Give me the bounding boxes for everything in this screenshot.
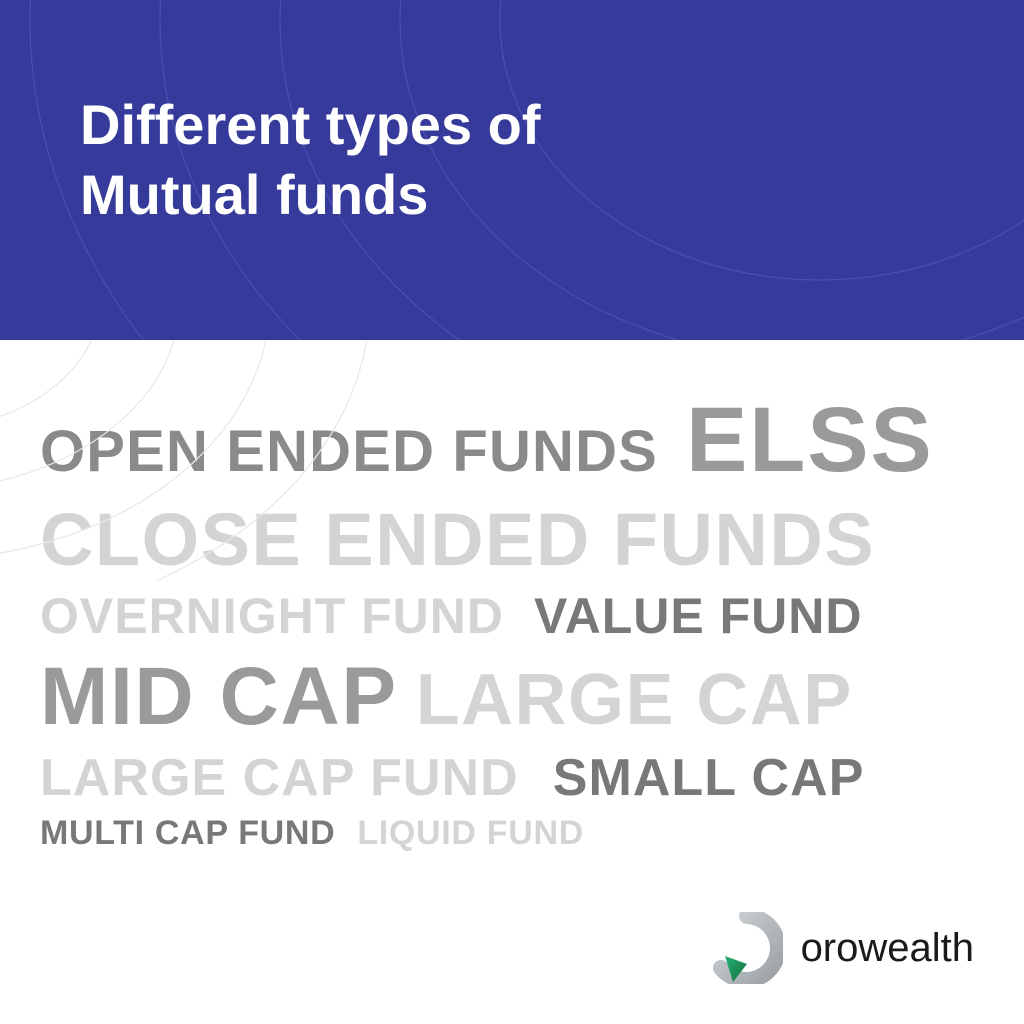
cloud-word: LARGE CAP FUND	[40, 750, 519, 807]
word-cloud: OPEN ENDED FUNDS ELSSCLOSE ENDED FUNDS OVE…	[0, 340, 1024, 900]
cloud-word: LIQUID FUND	[357, 815, 584, 852]
brand-logo: orowealth	[711, 912, 974, 984]
cloud-word: LARGE CAP	[416, 661, 853, 740]
cloud-row: MULTI CAP FUND LIQUID FUND	[40, 815, 984, 852]
cloud-word: CLOSE ENDED FUNDS	[40, 499, 875, 580]
logo-mark-icon	[711, 912, 783, 984]
cloud-row: LARGE CAP FUND SMALL CAP	[40, 750, 984, 807]
cloud-word: MID CAP	[40, 652, 398, 742]
cloud-row: OVERNIGHT FUND VALUE FUND	[40, 589, 984, 644]
cloud-word: SMALL CAP	[553, 750, 865, 807]
cloud-word: MULTI CAP FUND	[40, 815, 335, 852]
cloud-row: MID CAPLARGE CAP	[40, 652, 984, 742]
page-title: Different types of Mutual funds	[80, 90, 541, 230]
title-line-2: Mutual funds	[80, 163, 428, 226]
title-line-1: Different types of	[80, 93, 541, 156]
cloud-word: ELSS	[686, 390, 934, 491]
cloud-word: OVERNIGHT FUND	[40, 589, 504, 644]
brand-name: orowealth	[801, 926, 974, 971]
cloud-row: OPEN ENDED FUNDS ELSS	[40, 390, 984, 491]
cloud-row: CLOSE ENDED FUNDS	[40, 499, 984, 580]
header-banner: Different types of Mutual funds	[0, 0, 1024, 340]
cloud-word: VALUE FUND	[534, 589, 863, 644]
cloud-word: OPEN ENDED FUNDS	[40, 420, 658, 484]
